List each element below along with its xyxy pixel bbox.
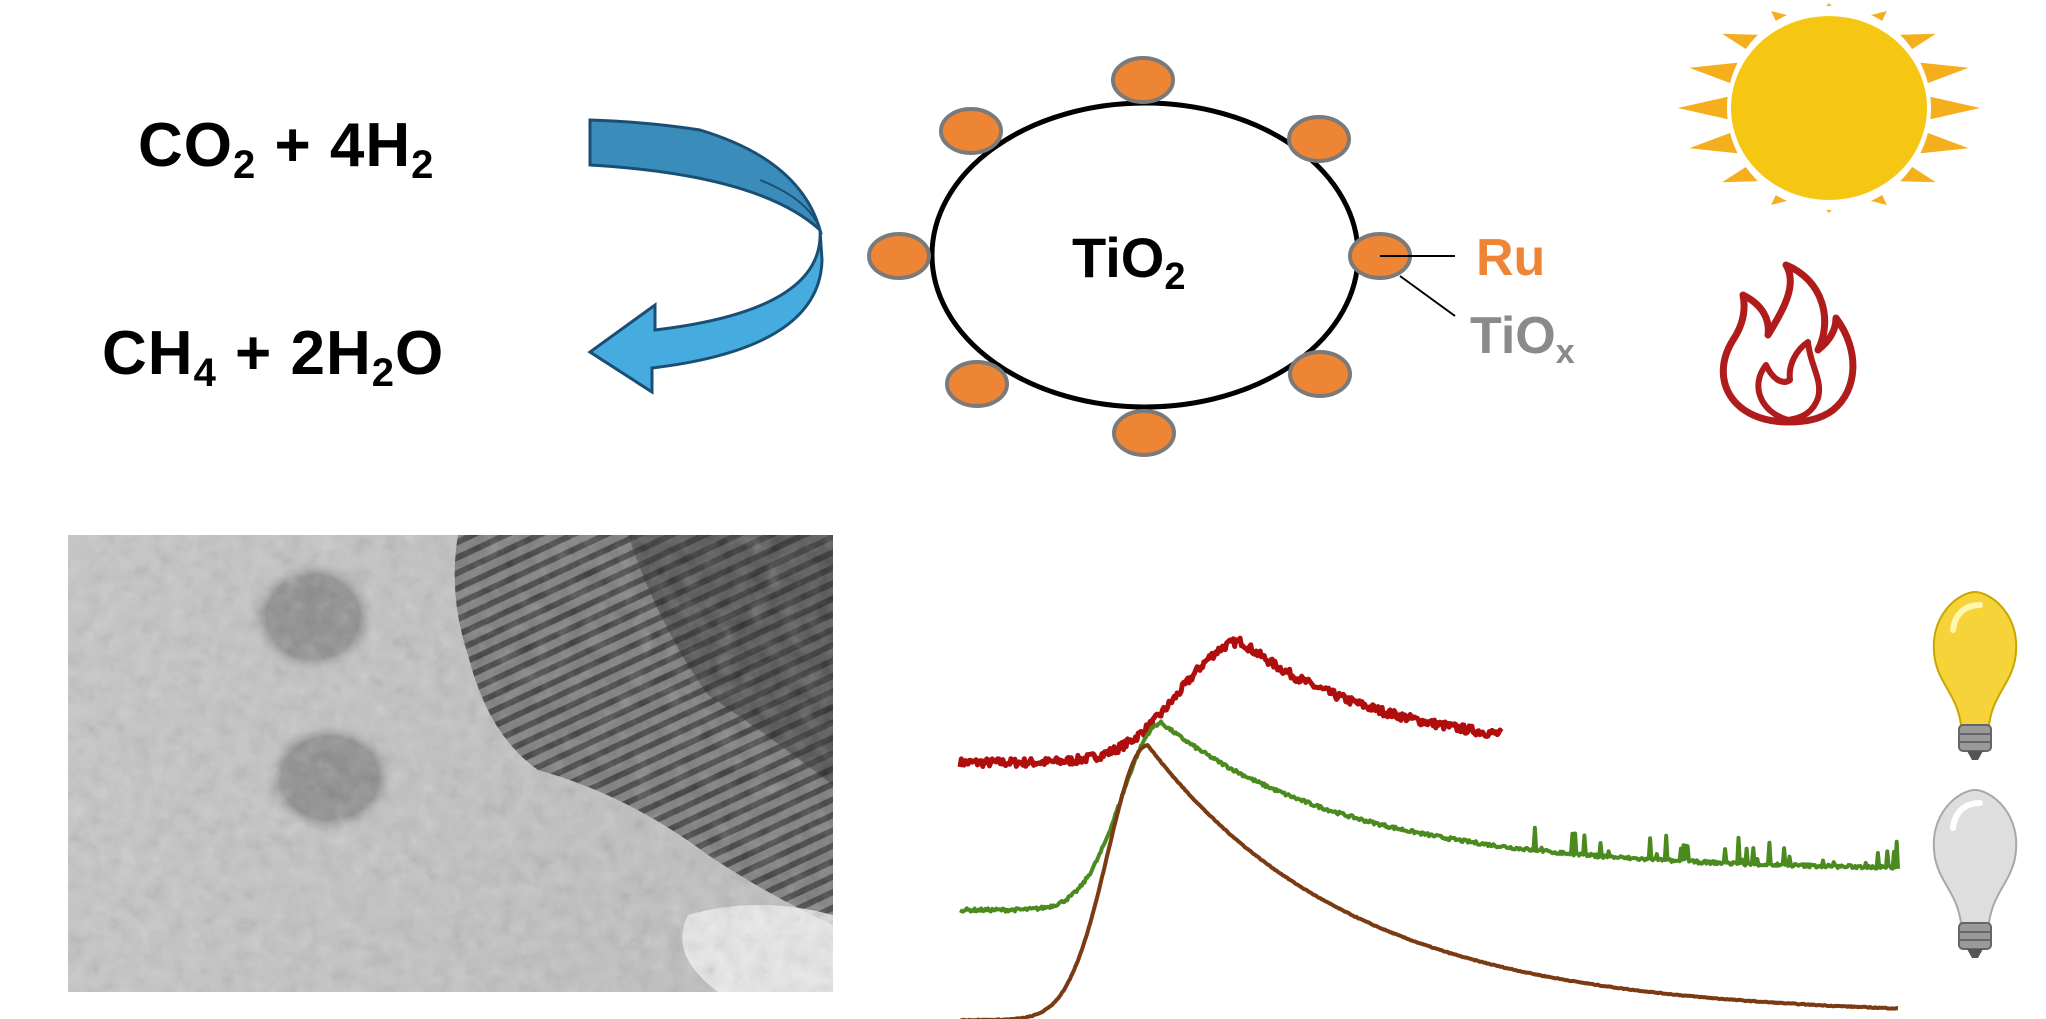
sun-ray [1927, 96, 1981, 120]
tem-micrograph [68, 535, 833, 992]
lit-bulb-icon [1932, 590, 2018, 760]
tiox-leader-line [1399, 275, 1456, 317]
sun-ray [1915, 131, 1969, 154]
sun-icon [1677, 3, 1981, 213]
ru-dot [1288, 350, 1352, 398]
products-equation: CH4 + 2H2O [102, 319, 445, 395]
ru-dot [1287, 115, 1351, 163]
sun-ray [1689, 131, 1743, 154]
sun-ray [1677, 96, 1731, 120]
ru-dot [939, 107, 1003, 155]
tio2-particle: TiO2 Ru TiOx [867, 56, 1575, 457]
sun-ray [1689, 62, 1743, 85]
ru-label: Ru [1476, 229, 1545, 287]
ru-dot [945, 360, 1009, 408]
spectrum-line-3 [959, 743, 1899, 1019]
ru-dot [1111, 56, 1175, 104]
ru-dot [1112, 409, 1176, 457]
spectra-plot [957, 635, 1900, 1019]
spectrum-line-1 [957, 635, 1504, 769]
sun-ray [1915, 62, 1969, 85]
ru-dot [867, 232, 931, 280]
curved-arrow-icon [587, 118, 824, 395]
unlit-bulb-icon [1932, 788, 2018, 958]
flame-icon [1719, 261, 1857, 426]
tiox-label: TiOx [1470, 307, 1575, 371]
reactants-equation: CO2 + 4H2 [138, 111, 435, 187]
support-label: TiO2 [1072, 226, 1185, 298]
